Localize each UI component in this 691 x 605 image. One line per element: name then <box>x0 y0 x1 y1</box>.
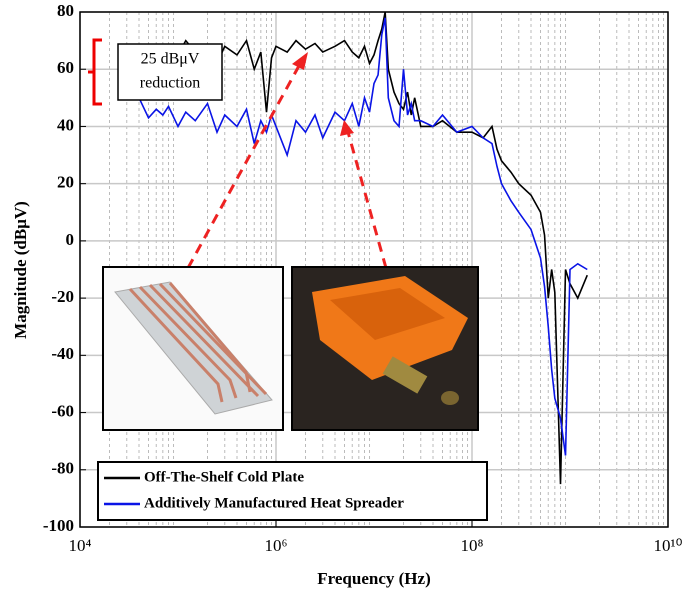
legend: Off-The-Shelf Cold Plate Additively Manuf… <box>104 469 404 511</box>
arrow <box>186 63 302 269</box>
y-tick-label: -20 <box>51 287 74 306</box>
y-tick-label: 80 <box>57 1 74 20</box>
x-axis-label: Frequency (Hz) <box>317 569 430 588</box>
annotation-box <box>117 43 223 101</box>
plot-frame <box>79 11 669 528</box>
y-tick-label: -80 <box>51 459 74 478</box>
y-tick-label: -40 <box>51 344 74 363</box>
arrow-head <box>292 52 308 70</box>
x-tick-label: 10¹⁰ <box>654 536 683 555</box>
inset-heat-spreader <box>291 266 479 431</box>
annotation-text: reduction <box>140 75 200 92</box>
x-tick-label: 10⁸ <box>461 536 484 555</box>
legend-box <box>97 461 488 521</box>
legend-label: Off-The-Shelf Cold Plate <box>144 469 304 485</box>
bracket <box>88 38 102 106</box>
y-tick-label: 0 <box>66 230 75 249</box>
x-tick-label: 10⁴ <box>69 536 92 555</box>
y-tick-label: 60 <box>57 58 74 77</box>
y-axis-label: Magnitude (dBμV) <box>11 201 30 339</box>
arrow-head <box>340 120 354 136</box>
legend-label: Additively Manufactured Heat Spreader <box>144 495 404 511</box>
x-tick-label: 10⁶ <box>265 536 288 555</box>
arrow <box>346 131 388 269</box>
y-tick-label: -100 <box>43 516 74 535</box>
series-line <box>138 11 588 485</box>
y-tick-label: 40 <box>57 115 74 134</box>
y-tick-label: -60 <box>51 401 74 420</box>
series-line <box>138 17 588 456</box>
y-tick-label: 20 <box>57 173 74 192</box>
inset-cold-plate <box>102 266 284 431</box>
lines <box>138 11 588 485</box>
annotation-text: 25 dBμV <box>141 51 200 68</box>
